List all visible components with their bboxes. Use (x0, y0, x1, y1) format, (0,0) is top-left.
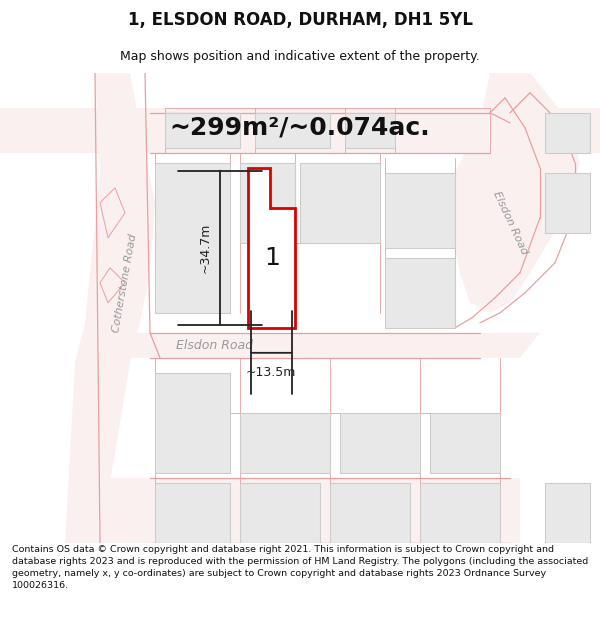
Polygon shape (155, 372, 230, 472)
Polygon shape (255, 112, 330, 148)
Polygon shape (340, 412, 420, 472)
Polygon shape (330, 482, 410, 542)
Polygon shape (155, 482, 230, 542)
Polygon shape (545, 173, 590, 232)
Polygon shape (95, 332, 540, 357)
Polygon shape (95, 478, 520, 542)
Text: 1, ELSDON ROAD, DURHAM, DH1 5YL: 1, ELSDON ROAD, DURHAM, DH1 5YL (128, 11, 473, 29)
Polygon shape (430, 412, 500, 472)
Polygon shape (240, 162, 295, 242)
Polygon shape (248, 168, 295, 328)
Polygon shape (385, 258, 455, 328)
Text: Elsdon Road: Elsdon Road (176, 339, 254, 352)
Polygon shape (450, 72, 580, 312)
Text: Map shows position and indicative extent of the property.: Map shows position and indicative extent… (120, 49, 480, 62)
Polygon shape (155, 162, 230, 312)
Polygon shape (545, 482, 590, 542)
Text: Elsdon Road: Elsdon Road (491, 189, 529, 256)
Polygon shape (345, 112, 395, 148)
Text: ~13.5m: ~13.5m (246, 366, 296, 379)
Polygon shape (65, 72, 155, 542)
Text: ~34.7m: ~34.7m (199, 222, 212, 273)
Text: Cotherstone Road: Cotherstone Road (112, 232, 139, 333)
Polygon shape (420, 482, 500, 542)
Text: Contains OS data © Crown copyright and database right 2021. This information is : Contains OS data © Crown copyright and d… (12, 545, 588, 590)
Polygon shape (240, 412, 330, 472)
Polygon shape (300, 162, 380, 242)
Text: ~299m²/~0.074ac.: ~299m²/~0.074ac. (170, 116, 430, 140)
Polygon shape (0, 107, 600, 152)
Polygon shape (165, 112, 240, 148)
Text: 1: 1 (264, 246, 280, 270)
Polygon shape (240, 482, 320, 542)
Polygon shape (545, 112, 590, 152)
Polygon shape (385, 173, 455, 248)
